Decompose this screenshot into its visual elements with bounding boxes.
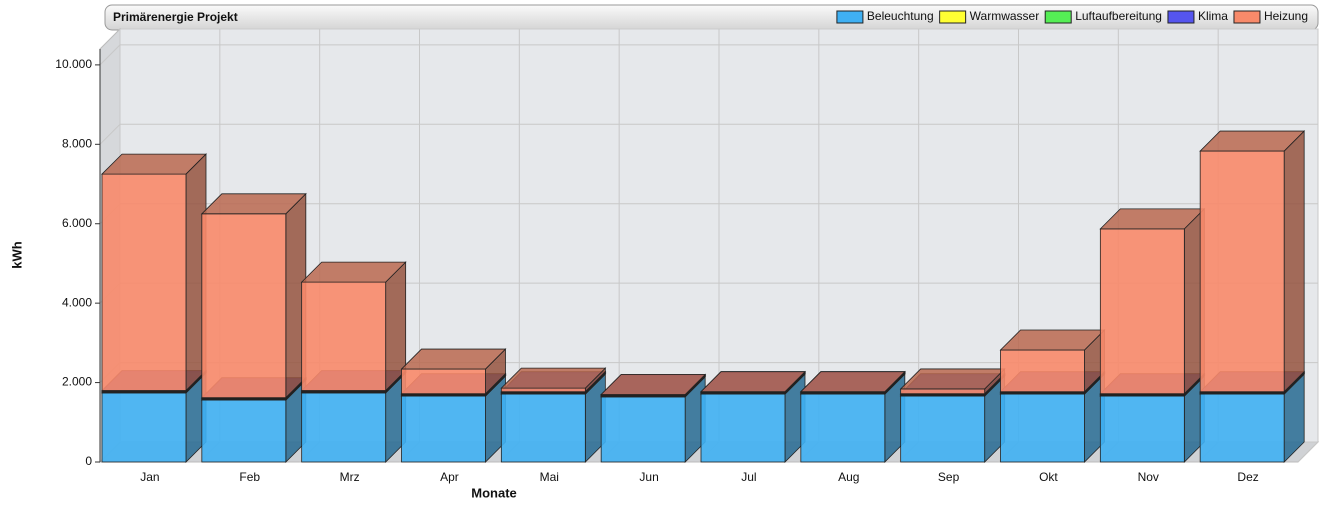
x-tick-label: Dez <box>1237 470 1258 484</box>
bar <box>500 393 586 463</box>
bar <box>1000 393 1085 463</box>
x-tick-label: Aug <box>838 470 859 484</box>
x-tick-label: Jun <box>639 470 658 484</box>
x-tick-label: Nov <box>1138 470 1159 484</box>
bar <box>600 396 686 463</box>
legend-swatch <box>1167 10 1195 24</box>
y-tick-label: 4.000 <box>62 295 92 309</box>
chart-title: Primärenergie Projekt <box>113 10 238 24</box>
y-tick-label: 2.000 <box>62 375 92 389</box>
x-tick-label: Okt <box>1039 470 1058 484</box>
bar <box>101 392 187 463</box>
x-tick-label: Sep <box>938 470 960 484</box>
bar <box>401 368 486 395</box>
legend-swatch <box>1044 10 1072 24</box>
bar <box>800 393 886 463</box>
bar <box>500 387 586 393</box>
bar <box>1199 150 1285 393</box>
bar <box>201 399 287 463</box>
legend-label: Klima <box>1198 9 1228 23</box>
bar-top <box>799 371 906 393</box>
bar <box>301 392 387 463</box>
x-tick-label: Feb <box>239 470 260 484</box>
bar <box>900 388 986 395</box>
bar <box>900 395 986 463</box>
legend-label: Beleuchtung <box>867 9 934 23</box>
bar <box>1099 228 1185 395</box>
x-tick-label: Apr <box>440 470 459 484</box>
x-tick-label: Mrz <box>340 470 360 484</box>
grid-line <box>1297 441 1319 463</box>
bar-top <box>200 193 307 215</box>
legend-swatch <box>939 10 967 24</box>
bar <box>1000 349 1085 393</box>
bar-side <box>1283 130 1305 393</box>
y-tick-label: 8.000 <box>62 136 92 150</box>
bar-top <box>600 374 707 395</box>
bar-top <box>500 367 607 389</box>
x-tick-label: Jan <box>140 470 159 484</box>
legend-label: Warmwasser <box>970 9 1040 23</box>
bar <box>401 395 486 463</box>
bar <box>301 281 387 391</box>
bar-top <box>700 371 806 393</box>
bar-top <box>1199 130 1306 152</box>
y-tick-label: 6.000 <box>62 216 92 230</box>
bar <box>1199 393 1285 463</box>
bar-top <box>300 261 407 283</box>
x-tick-label: Jul <box>741 470 756 484</box>
legend-label: Luftaufbereitung <box>1075 9 1162 23</box>
y-tick-label: 10.000 <box>55 57 92 71</box>
y-tick-label: 0 <box>85 454 92 468</box>
y-axis-label: kWh <box>9 241 24 269</box>
bar-top <box>101 153 207 175</box>
x-axis-label: Monate <box>471 485 517 500</box>
bar <box>201 213 287 399</box>
bar-top <box>400 348 507 370</box>
bar <box>1099 395 1185 463</box>
grid-line <box>99 123 121 145</box>
grid-line <box>99 44 121 66</box>
bar <box>101 173 187 391</box>
legend-label: Heizung <box>1264 9 1308 23</box>
bar <box>700 393 786 463</box>
x-tick-label: Mai <box>540 470 559 484</box>
legend-swatch <box>1233 10 1261 24</box>
legend-swatch <box>836 10 864 24</box>
